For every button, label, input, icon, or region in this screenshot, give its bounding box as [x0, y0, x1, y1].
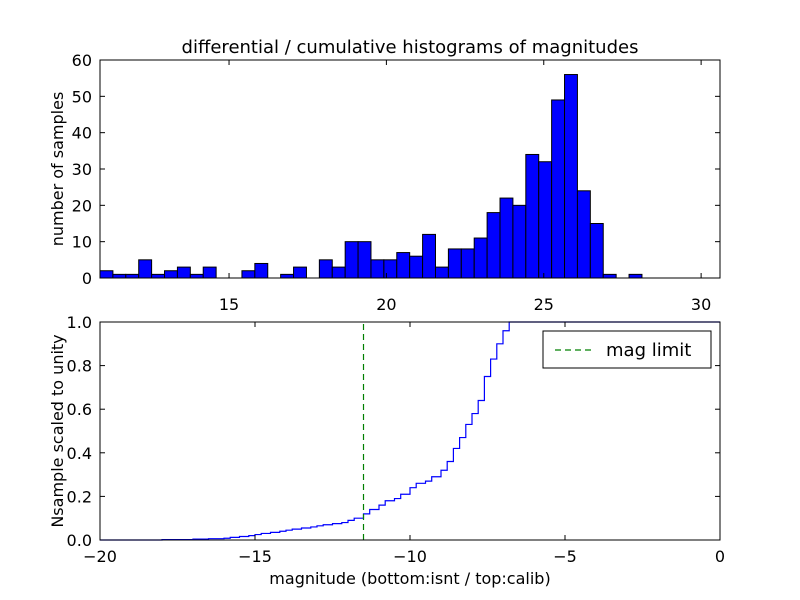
histogram-bar	[99, 270, 114, 279]
y-tick-label: 0.8	[67, 357, 92, 376]
histogram-bar	[576, 190, 591, 279]
histogram-bar	[589, 223, 604, 279]
histogram-bar	[125, 273, 140, 279]
histogram-bar	[164, 270, 178, 279]
histogram-bar	[318, 259, 333, 279]
histogram-bar	[357, 241, 372, 279]
x-tick-label: −10	[393, 547, 427, 566]
histogram-bar	[473, 237, 488, 279]
histogram-bar	[370, 259, 385, 279]
histogram-bar	[396, 252, 411, 279]
histogram-bar	[112, 273, 127, 279]
histogram-bar	[512, 204, 527, 279]
y-tick-label: 20	[72, 196, 92, 215]
histogram-bar	[189, 273, 204, 279]
histogram-bar	[280, 273, 295, 279]
chart-title: differential / cumulative histograms of …	[182, 37, 639, 58]
histogram-bar	[254, 262, 269, 279]
histogram-bar	[241, 270, 256, 279]
y-tick-label: 40	[72, 124, 92, 143]
histogram-bar	[422, 233, 436, 279]
histogram-bar	[344, 241, 359, 279]
legend: mag limit	[542, 330, 712, 369]
y-tick-label: 0.0	[67, 531, 92, 550]
y-tick-label: 0	[82, 269, 92, 288]
bottom-axis-ticks: 0.0 0.2 0.4 0.6 0.8 1.0 −20 −15 −10 −5 0	[67, 313, 726, 566]
top-axis-ticks: 0 10 20 30 40 50 60 15 20 25 30	[72, 51, 720, 314]
y-axis-label: Nsample scaled to unity	[48, 334, 67, 527]
histogram-bar	[564, 74, 578, 279]
histogram-bar	[628, 273, 643, 279]
y-tick-label: 1.0	[67, 313, 92, 332]
histogram-panel: differential / cumulative histograms of …	[48, 37, 721, 314]
histogram-bars	[99, 74, 643, 279]
histogram-bar	[202, 266, 217, 279]
x-tick-label: 20	[376, 295, 396, 314]
cumulative-plot-frame	[99, 321, 721, 541]
histogram-bar	[499, 197, 514, 279]
histogram-bar	[151, 273, 166, 279]
x-tick-label: 15	[219, 295, 239, 314]
x-axis-label: magnitude (bottom:isnt / top:calib)	[269, 569, 550, 588]
histogram-bar	[409, 255, 424, 279]
y-tick-label: 60	[72, 51, 92, 70]
x-tick-label: −20	[83, 547, 117, 566]
y-axis-label: number of samples	[48, 92, 67, 247]
histogram-bar	[486, 212, 501, 279]
y-tick-label: 0.4	[67, 444, 92, 463]
x-tick-label: 25	[534, 295, 554, 314]
histogram-plot-frame	[99, 59, 721, 279]
histogram-bar	[602, 273, 617, 279]
histogram-bar	[551, 99, 566, 279]
y-tick-label: 0.2	[67, 487, 92, 506]
histogram-bar	[434, 266, 449, 279]
cumulative-panel: magnitude (bottom:isnt / top:calib) Nsam…	[48, 313, 725, 588]
histogram-bar	[383, 259, 398, 279]
cumulative-step-line	[100, 321, 720, 541]
y-tick-label: 0.6	[67, 400, 92, 419]
histogram-bar	[525, 153, 540, 279]
y-tick-label: 50	[72, 87, 92, 106]
x-tick-label: −5	[553, 547, 577, 566]
histogram-bar	[447, 248, 462, 279]
y-tick-label: 10	[72, 233, 92, 252]
histogram-bar	[538, 161, 553, 279]
histogram-bar	[293, 266, 307, 279]
y-tick-label: 30	[72, 160, 92, 179]
x-tick-label: 0	[715, 547, 725, 566]
histogram-bar	[460, 248, 475, 279]
histogram-bar	[138, 259, 153, 279]
legend-label-mag-limit: mag limit	[606, 340, 691, 361]
histogram-bar	[176, 266, 191, 279]
x-tick-label: −15	[238, 547, 272, 566]
histogram-bar	[331, 266, 346, 279]
x-tick-label: 30	[691, 295, 711, 314]
